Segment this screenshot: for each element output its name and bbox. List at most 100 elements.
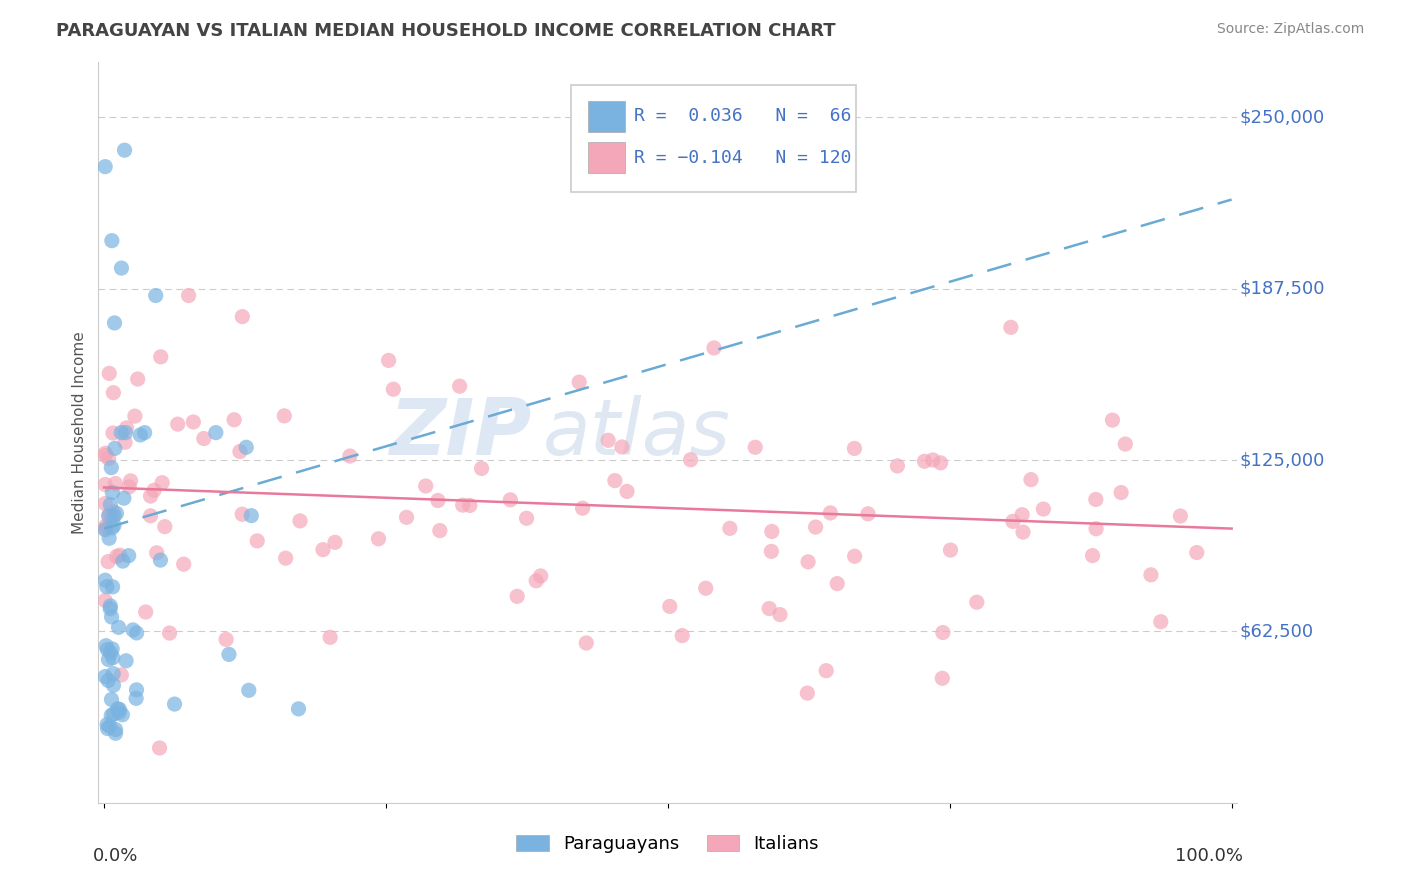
Text: Source: ZipAtlas.com: Source: ZipAtlas.com [1216, 22, 1364, 37]
Point [1032, 502, 1054, 516]
Point [1084, 492, 1107, 507]
Point [679, 452, 702, 467]
Point [104, 723, 127, 737]
Point [100, 692, 122, 706]
Point [193, 432, 215, 446]
Point [97, 722, 120, 736]
Point [231, 310, 253, 324]
Point [114, 143, 136, 157]
Point [769, 607, 792, 622]
Point [101, 580, 124, 594]
Point [94, 519, 117, 533]
Point [718, 521, 741, 535]
Point [205, 425, 228, 440]
Point [103, 385, 125, 400]
Point [1012, 525, 1035, 540]
Point [149, 553, 172, 567]
Point [695, 581, 717, 595]
Point [319, 630, 342, 644]
Point [94, 160, 117, 174]
Point [921, 453, 943, 467]
Point [235, 440, 257, 454]
Point [149, 350, 172, 364]
Point [94, 496, 117, 510]
Point [97, 555, 120, 569]
Point [108, 702, 131, 716]
Point [471, 461, 494, 475]
Point [1001, 515, 1024, 529]
Point [367, 532, 389, 546]
Point [129, 428, 152, 442]
Point [231, 508, 253, 522]
Point [616, 484, 638, 499]
FancyBboxPatch shape [588, 143, 624, 173]
Point [458, 499, 481, 513]
Point [104, 726, 127, 740]
Point [98, 367, 121, 381]
Point [125, 691, 148, 706]
Point [97, 509, 120, 524]
Point [125, 626, 148, 640]
Point [610, 440, 633, 454]
Text: 100.0%: 100.0% [1175, 847, 1243, 865]
Point [96, 580, 118, 594]
Point [112, 491, 135, 506]
Point [575, 636, 598, 650]
Point [145, 546, 167, 560]
Point [145, 288, 167, 302]
Point [103, 666, 125, 681]
Point [94, 521, 117, 535]
Point [139, 489, 162, 503]
Point [288, 514, 311, 528]
Point [844, 549, 866, 564]
Point [118, 549, 141, 563]
Point [101, 485, 124, 500]
Point [429, 524, 451, 538]
Point [103, 508, 125, 523]
Point [240, 508, 263, 523]
Point [238, 683, 260, 698]
Point [1019, 473, 1042, 487]
Text: R = −0.104   N = 120: R = −0.104 N = 120 [634, 149, 851, 167]
Point [104, 442, 127, 456]
Point [1109, 485, 1132, 500]
Point [215, 632, 238, 647]
Point [103, 707, 125, 722]
Point [1170, 509, 1192, 524]
Point [966, 595, 988, 609]
Point [94, 446, 117, 460]
Point [159, 626, 181, 640]
Point [339, 449, 361, 463]
Point [758, 601, 780, 615]
Point [524, 574, 547, 588]
Point [844, 442, 866, 456]
Point [111, 554, 134, 568]
Point [122, 623, 145, 637]
Point [1085, 522, 1108, 536]
Point [273, 409, 295, 423]
Point [449, 379, 471, 393]
Point [114, 435, 136, 450]
Point [107, 620, 129, 634]
Point [101, 642, 124, 657]
Point [96, 642, 118, 657]
FancyBboxPatch shape [571, 85, 856, 192]
Point [177, 288, 200, 302]
Point [426, 493, 449, 508]
Point [148, 741, 170, 756]
Point [224, 413, 246, 427]
Point [761, 544, 783, 558]
Point [886, 458, 908, 473]
Point [287, 702, 309, 716]
Text: R =  0.036   N =  66: R = 0.036 N = 66 [634, 108, 851, 126]
Point [163, 697, 186, 711]
Legend: Paraguayans, Italians: Paraguayans, Italians [509, 828, 827, 861]
Text: $187,500: $187,500 [1240, 280, 1324, 298]
Point [1101, 413, 1123, 427]
Point [571, 501, 593, 516]
Point [100, 708, 122, 723]
Point [1114, 437, 1136, 451]
Point [166, 417, 188, 432]
Point [530, 569, 553, 583]
Point [153, 519, 176, 533]
